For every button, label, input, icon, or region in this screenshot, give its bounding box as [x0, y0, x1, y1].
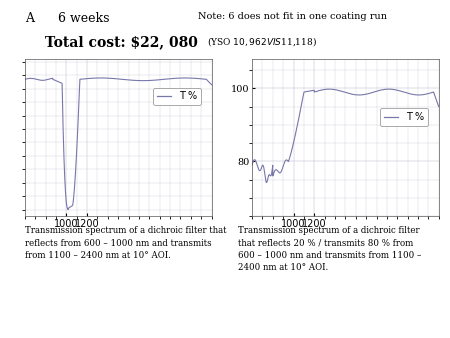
Text: 6 weeks: 6 weeks — [58, 12, 110, 25]
Legend: T %: T % — [380, 108, 428, 126]
Text: A: A — [25, 12, 34, 25]
Legend: T %: T % — [153, 88, 201, 105]
Text: (YSO $10,962   VIS $11,118): (YSO $10,962 VIS $11,118) — [207, 35, 317, 48]
Text: Total cost: $22, 080: Total cost: $22, 080 — [45, 35, 198, 49]
Text: Transmission spectrum of a dichroic filter that
reflects from 600 – 1000 nm and : Transmission spectrum of a dichroic filt… — [25, 226, 226, 260]
Text: Transmission spectrum of a dichroic filter
that reflects 20 % / transmits 80 % f: Transmission spectrum of a dichroic filt… — [238, 226, 422, 272]
Text: Note: 6 does not fit in one coating run: Note: 6 does not fit in one coating run — [198, 12, 387, 21]
